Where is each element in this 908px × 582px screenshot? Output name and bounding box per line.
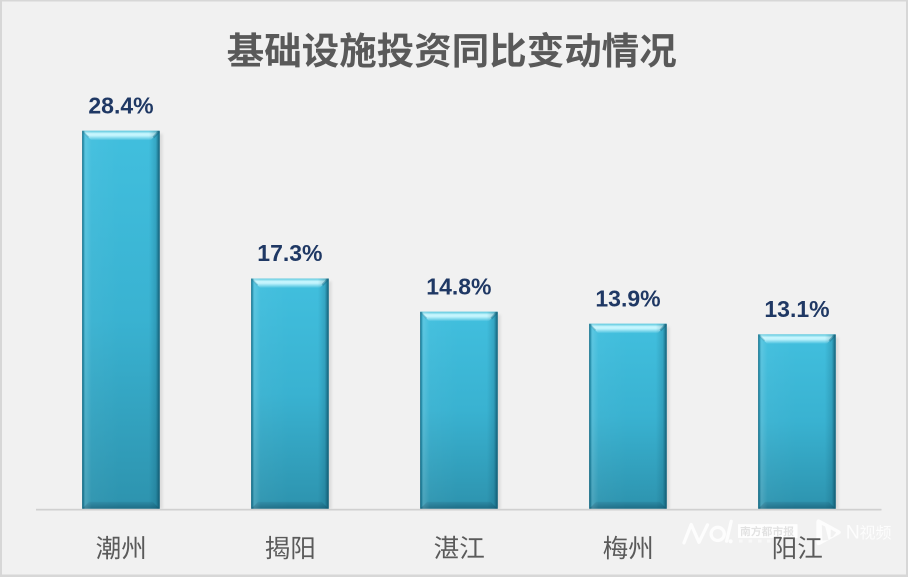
svg-text:N: N <box>846 521 860 543</box>
svg-text:28.4%: 28.4% <box>88 92 153 118</box>
svg-text:17.3%: 17.3% <box>257 240 322 266</box>
svg-text:13.1%: 13.1% <box>764 296 829 322</box>
svg-text:14.8%: 14.8% <box>426 273 491 299</box>
svg-text:13.9%: 13.9% <box>595 285 660 311</box>
